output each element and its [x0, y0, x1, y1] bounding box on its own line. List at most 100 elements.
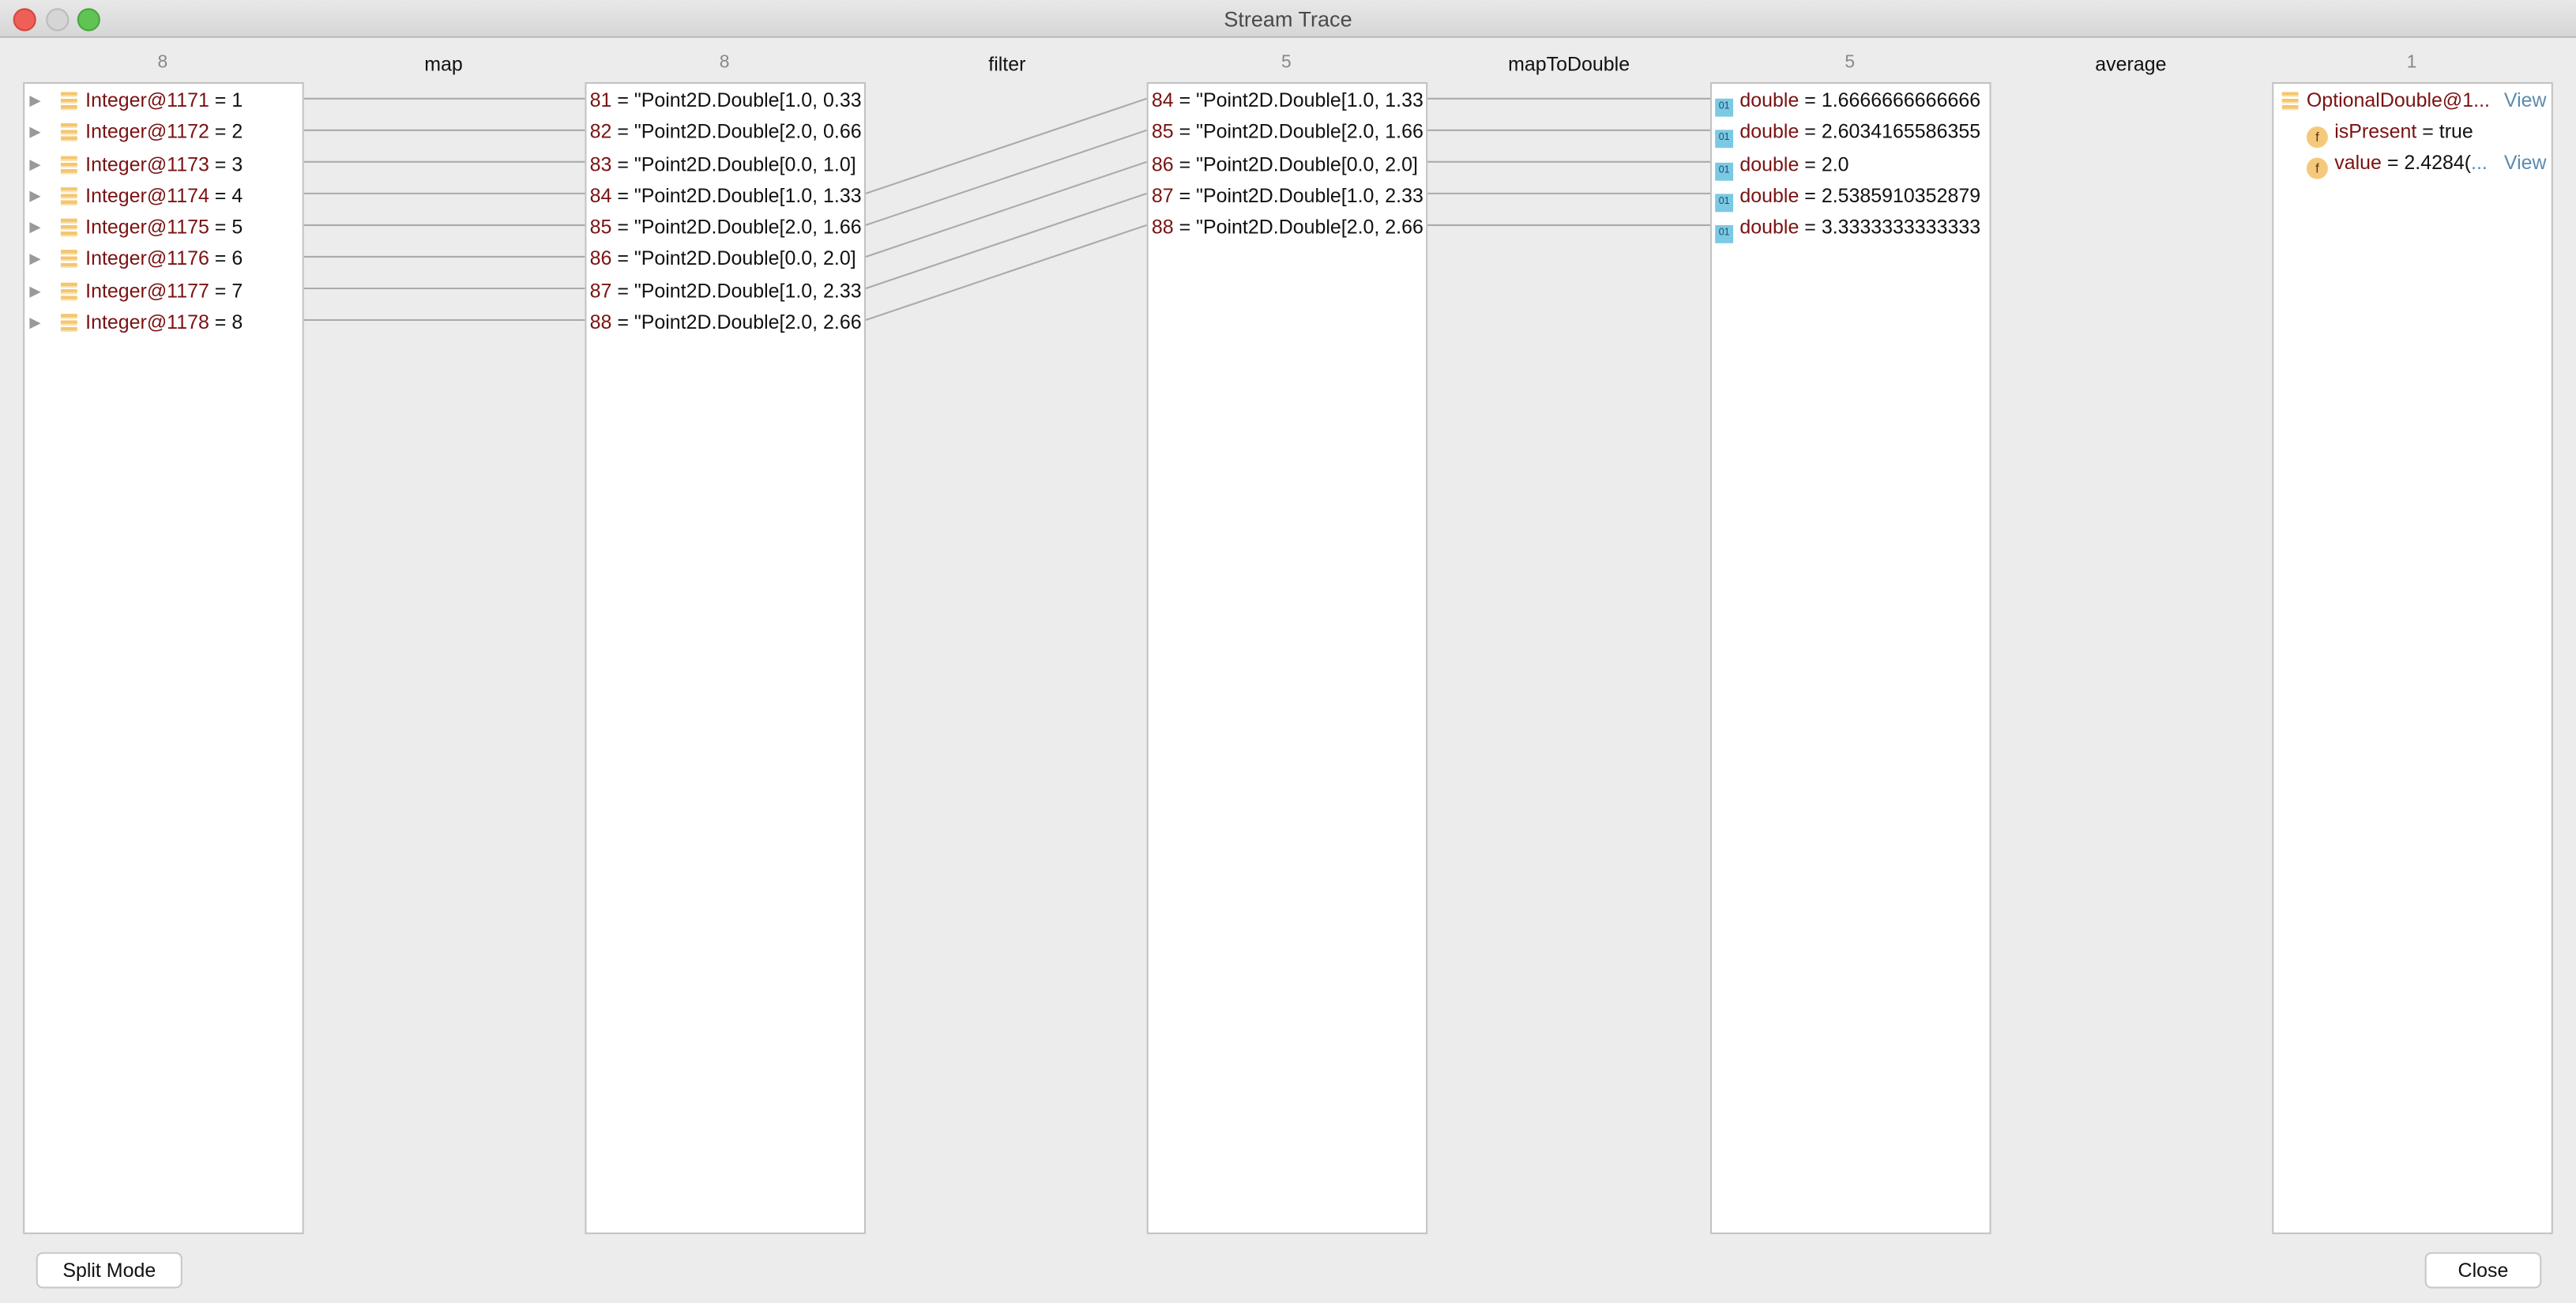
list-item[interactable]: 01 double = 2.0	[1712, 149, 1989, 180]
object-stack-icon	[60, 218, 77, 237]
item-key: 87	[1151, 183, 1174, 207]
stage-count: 8	[157, 52, 168, 73]
expand-arrow-icon[interactable]: ▶	[29, 92, 41, 109]
item-value: 6	[231, 247, 243, 270]
ellipsis: ...	[2471, 151, 2488, 175]
close-button[interactable]: Close	[2424, 1252, 2542, 1289]
item-value: 3.3333333333333	[1821, 215, 1981, 239]
list-item[interactable]: 87 = "Point2D.Double[1.0, 2.33	[589, 278, 862, 302]
item-value: 5	[231, 215, 243, 239]
list-item[interactable]: 01 double = 1.6666666666666	[1712, 85, 1989, 117]
list-item[interactable]: 84 = "Point2D.Double[1.0, 1.33	[589, 183, 862, 207]
list-item[interactable]: ▶ Integer@1174 = 4	[24, 180, 302, 212]
stage-count: 5	[1281, 52, 1292, 73]
item-value: "Point2D.Double[2.0, 1.66	[1196, 120, 1423, 144]
list-item[interactable]: ▶ Integer@1173 = 3	[24, 149, 302, 180]
title-bar: Stream Trace	[0, 0, 2576, 38]
list-item[interactable]: 82 = "Point2D.Double[2.0, 0.66	[589, 120, 862, 144]
expand-arrow-icon[interactable]: ▶	[29, 123, 41, 141]
list-item[interactable]: 01 double = 3.3333333333333	[1712, 212, 1989, 243]
list-item[interactable]: 83 = "Point2D.Double[0.0, 1.0]	[589, 152, 856, 175]
item-value: 3	[231, 152, 243, 175]
stage-list-map-to-double[interactable]: 01 double = 1.6666666666666 01 double = 2.6…	[1709, 81, 1991, 1234]
list-item[interactable]: ▶ Integer@1172 = 2	[24, 117, 302, 149]
field-row[interactable]: f isPresent = true	[2273, 117, 2551, 149]
item-value: "Point2D.Double[2.0, 0.66	[634, 120, 862, 144]
stage-list-source[interactable]: ▶ Integer@1171 = 1 ▶ Integer@1172 = 2 ▶ Integ…	[23, 81, 304, 1234]
item-value: 2	[231, 120, 243, 144]
link-line	[865, 224, 1147, 322]
zoom-window-button[interactable]	[77, 8, 100, 32]
expand-arrow-icon[interactable]: ▶	[29, 186, 41, 204]
stage-list-map[interactable]: 81 = "Point2D.Double[1.0, 0.33 82 = "Poin…	[585, 81, 867, 1234]
item-value: 1.6666666666666	[1821, 88, 1981, 112]
item-key: Integer@1178	[85, 310, 209, 333]
item-key: 88	[589, 310, 612, 333]
item-key: 83	[589, 152, 612, 175]
expand-arrow-icon[interactable]: ▶	[29, 250, 41, 267]
list-item[interactable]: ▶ Integer@1176 = 6	[24, 243, 302, 275]
operation-map: map	[424, 52, 463, 76]
window-title: Stream Trace	[1224, 6, 1352, 32]
binary-double-icon: 01	[1715, 130, 1734, 149]
list-item[interactable]: 85 = "Point2D.Double[2.0, 1.66	[589, 215, 862, 239]
item-value: "Point2D.Double[2.0, 2.66	[1196, 215, 1423, 239]
list-item[interactable]: 88 = "Point2D.Double[2.0, 2.66	[589, 310, 862, 333]
list-item[interactable]: 84 = "Point2D.Double[1.0, 1.33	[1151, 88, 1423, 112]
item-value: "Point2D.Double[2.0, 1.66	[634, 215, 862, 239]
item-key: 81	[589, 88, 612, 112]
item-value: 4	[231, 183, 243, 207]
binary-double-icon: 01	[1715, 224, 1734, 243]
object-stack-icon	[60, 186, 77, 205]
minimize-window-button[interactable]	[46, 8, 70, 32]
field-key: value	[2334, 151, 2382, 175]
view-link[interactable]: View	[2503, 88, 2547, 112]
list-item[interactable]: 01 double = 2.6034165586355	[1712, 117, 1989, 149]
list-item[interactable]: ▶ Integer@1178 = 8	[24, 307, 302, 338]
expand-arrow-icon[interactable]: ▶	[29, 155, 41, 172]
list-item[interactable]: 85 = "Point2D.Double[2.0, 1.66	[1151, 120, 1423, 144]
item-key: Integer@1177	[85, 278, 209, 302]
item-value: 8	[231, 310, 243, 333]
item-key: 84	[1151, 88, 1174, 112]
item-key: 82	[589, 120, 612, 144]
item-key: 86	[1151, 152, 1174, 175]
list-item[interactable]: 01 double = 2.5385910352879	[1712, 180, 1989, 212]
list-item[interactable]: 81 = "Point2D.Double[1.0, 0.33	[589, 88, 862, 112]
item-key: Integer@1171	[85, 88, 209, 112]
expand-arrow-icon[interactable]: ▶	[29, 313, 41, 330]
object-stack-icon	[60, 123, 77, 142]
item-key: Integer@1172	[85, 120, 209, 144]
list-item[interactable]: 86 = "Point2D.Double[0.0, 2.0]	[589, 247, 856, 270]
split-mode-button[interactable]: Split Mode	[36, 1252, 182, 1289]
expand-arrow-icon[interactable]: ▶	[29, 218, 41, 235]
link-line	[865, 192, 1147, 289]
stage-list-filter[interactable]: 84 = "Point2D.Double[1.0, 1.33 85 = "Poin…	[1146, 81, 1428, 1234]
list-item[interactable]: ▶ Integer@1175 = 5	[24, 212, 302, 243]
field-row[interactable]: f value = 2.4284(... View	[2273, 148, 2551, 179]
item-key: double	[1739, 120, 1799, 144]
result-row[interactable]: OptionalDouble@1... View	[2273, 85, 2551, 117]
item-key: double	[1739, 152, 1799, 175]
item-key: 84	[589, 183, 612, 207]
link-line	[865, 160, 1147, 258]
stage-count: 1	[2406, 52, 2417, 73]
stage-list-average[interactable]: OptionalDouble@1... View f isPresent = tr…	[2272, 81, 2553, 1234]
item-value: 2.5385910352879	[1821, 183, 1981, 207]
item-value: 2.6034165586355	[1821, 120, 1981, 144]
item-value: 7	[231, 278, 243, 302]
view-link[interactable]: View	[2503, 148, 2547, 179]
list-item[interactable]: 86 = "Point2D.Double[0.0, 2.0]	[1151, 152, 1418, 175]
item-value: "Point2D.Double[1.0, 1.33	[634, 183, 862, 207]
list-item[interactable]: ▶ Integer@1171 = 1	[24, 85, 302, 117]
binary-double-icon: 01	[1715, 98, 1734, 117]
item-key: Integer@1176	[85, 247, 209, 270]
expand-arrow-icon[interactable]: ▶	[29, 281, 41, 299]
stage-count: 5	[1845, 52, 1856, 73]
list-item[interactable]: 87 = "Point2D.Double[1.0, 2.33	[1151, 183, 1423, 207]
item-key: 85	[1151, 120, 1174, 144]
close-window-button[interactable]	[13, 8, 36, 32]
list-item[interactable]: 88 = "Point2D.Double[2.0, 2.66	[1151, 215, 1423, 239]
item-key: double	[1739, 88, 1799, 112]
list-item[interactable]: ▶ Integer@1177 = 7	[24, 275, 302, 307]
